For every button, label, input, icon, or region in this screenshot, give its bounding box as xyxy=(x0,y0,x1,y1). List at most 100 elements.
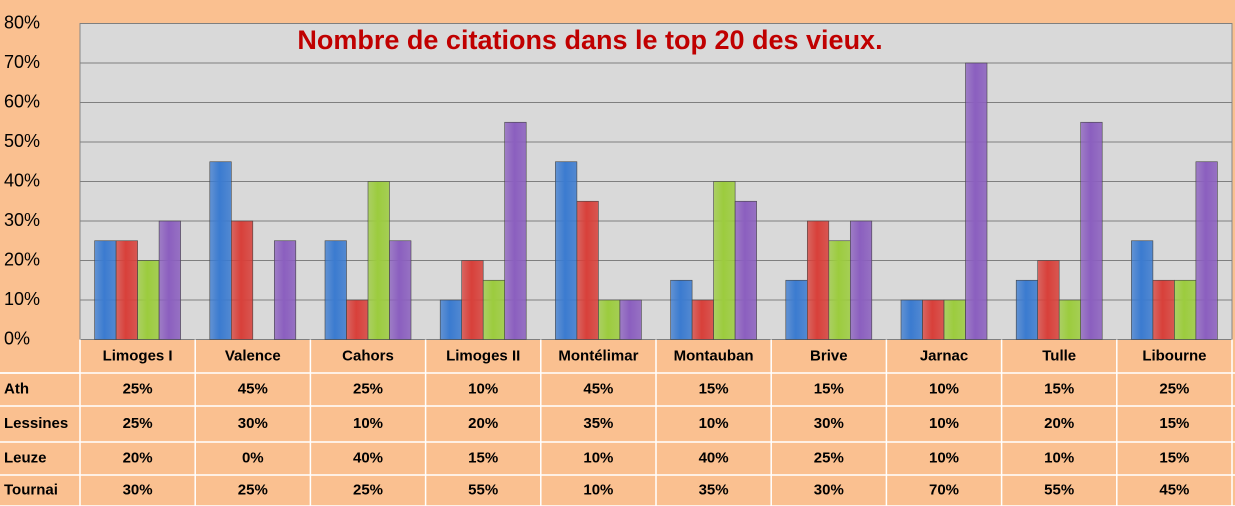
value-label: 15% xyxy=(1044,380,1074,397)
y-tick-label: 80% xyxy=(4,12,40,32)
value-label: 20% xyxy=(1044,415,1074,432)
bar xyxy=(849,220,873,340)
bar xyxy=(94,240,117,340)
y-tick-label: 70% xyxy=(4,52,40,72)
bar xyxy=(1037,260,1060,340)
bar xyxy=(670,279,693,340)
bar xyxy=(943,299,966,340)
bar xyxy=(461,260,484,340)
value-label: 15% xyxy=(814,380,844,397)
bar xyxy=(389,240,412,340)
category-label: Cahors xyxy=(342,347,394,364)
value-label: 35% xyxy=(699,481,729,498)
bar xyxy=(324,240,347,340)
value-label: 10% xyxy=(583,449,613,466)
bar xyxy=(691,299,714,340)
bar xyxy=(439,299,463,340)
value-label: 25% xyxy=(123,380,153,397)
bar xyxy=(115,240,138,340)
category-label: Limoges II xyxy=(446,347,520,364)
y-tick-label: 40% xyxy=(4,170,40,190)
bar xyxy=(713,181,736,340)
bar xyxy=(209,161,232,340)
value-label: 10% xyxy=(468,380,498,397)
category-label: Limoges I xyxy=(103,347,173,364)
bar xyxy=(482,279,506,340)
value-label: 25% xyxy=(123,415,153,432)
bar xyxy=(965,62,988,340)
value-label: 30% xyxy=(814,415,844,432)
bar xyxy=(619,299,642,340)
bar xyxy=(900,299,923,340)
value-label: 10% xyxy=(699,415,729,432)
series-name: Leuze xyxy=(4,449,47,466)
bar xyxy=(576,200,599,340)
series-name: Lessines xyxy=(4,415,68,432)
bar xyxy=(785,279,808,340)
bar xyxy=(1152,279,1175,340)
bar xyxy=(828,240,851,340)
bar xyxy=(504,121,527,340)
bar xyxy=(346,299,369,340)
value-label: 10% xyxy=(353,415,383,432)
value-label: 70% xyxy=(929,481,959,498)
value-label: 20% xyxy=(123,449,153,466)
value-label: 45% xyxy=(238,380,268,397)
bar xyxy=(1080,121,1103,340)
value-label: 55% xyxy=(468,481,498,498)
value-label: 45% xyxy=(583,380,613,397)
bar xyxy=(922,299,945,340)
bar xyxy=(1174,279,1197,340)
value-label: 25% xyxy=(238,481,268,498)
chart-title: Nombre de citations dans le top 20 des v… xyxy=(297,25,882,55)
bar xyxy=(734,200,757,340)
y-tick-label: 0% xyxy=(4,328,30,348)
value-label: 30% xyxy=(238,415,268,432)
category-label: Tulle xyxy=(1042,347,1076,364)
bar xyxy=(273,240,297,340)
value-label: 0% xyxy=(242,449,264,466)
value-label: 40% xyxy=(353,449,383,466)
bar xyxy=(555,161,578,340)
value-label: 15% xyxy=(1159,449,1189,466)
value-label: 45% xyxy=(1159,481,1189,498)
y-tick-label: 30% xyxy=(4,210,40,230)
value-label: 55% xyxy=(1044,481,1074,498)
category-label: Montauban xyxy=(674,347,754,364)
bar xyxy=(137,260,160,340)
value-label: 15% xyxy=(468,449,498,466)
value-label: 40% xyxy=(699,449,729,466)
value-label: 15% xyxy=(699,380,729,397)
category-label: Montélimar xyxy=(558,347,638,364)
bar xyxy=(158,220,181,340)
value-label: 25% xyxy=(814,449,844,466)
y-tick-label: 10% xyxy=(4,289,40,309)
y-tick-label: 20% xyxy=(4,249,40,269)
bar xyxy=(1131,240,1154,340)
category-label: Libourne xyxy=(1142,347,1206,364)
bar xyxy=(1058,299,1081,340)
category-label: Jarnac xyxy=(920,347,968,364)
bar xyxy=(598,299,621,340)
value-label: 25% xyxy=(353,380,383,397)
bar xyxy=(231,220,254,340)
bar xyxy=(1015,279,1039,340)
value-label: 10% xyxy=(1044,449,1074,466)
value-label: 25% xyxy=(1159,380,1189,397)
bar xyxy=(1195,161,1218,340)
y-tick-label: 50% xyxy=(4,131,40,151)
y-tick-label: 60% xyxy=(4,91,40,111)
value-label: 30% xyxy=(814,481,844,498)
series-name: Ath xyxy=(4,380,29,397)
series-name: Tournai xyxy=(4,481,58,498)
category-label: Brive xyxy=(810,347,848,364)
value-label: 10% xyxy=(929,415,959,432)
value-label: 15% xyxy=(1159,415,1189,432)
value-label: 30% xyxy=(123,481,153,498)
value-label: 10% xyxy=(929,449,959,466)
value-label: 35% xyxy=(583,415,613,432)
bar xyxy=(367,181,390,340)
category-label: Valence xyxy=(225,347,281,364)
value-label: 25% xyxy=(353,481,383,498)
